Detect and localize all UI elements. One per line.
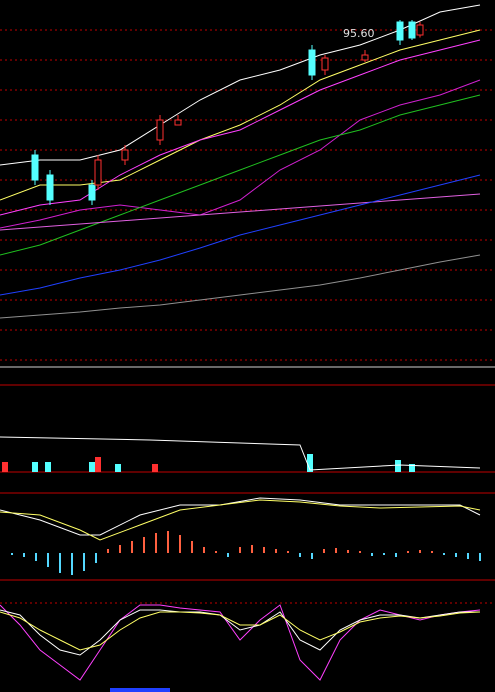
candle-body — [321, 57, 329, 71]
candle-body — [396, 21, 404, 41]
candle-body — [88, 184, 96, 201]
candle-body — [31, 154, 39, 181]
candle-body — [174, 119, 182, 126]
ma-line — [0, 39, 481, 216]
volume-bar — [395, 460, 401, 472]
candle-body — [308, 49, 316, 76]
candle-body — [361, 54, 369, 61]
candle-body — [416, 24, 424, 36]
price-annotation: 95.60 — [343, 27, 375, 40]
volume-line — [0, 436, 481, 471]
candle-body — [121, 149, 129, 161]
ma-line — [0, 193, 481, 231]
ma-line — [0, 254, 481, 319]
scrollbar — [110, 688, 170, 692]
macd-line — [0, 497, 481, 536]
volume-bar — [45, 462, 51, 472]
kdj-line — [0, 609, 480, 656]
candle-body — [156, 119, 164, 141]
volume-bar — [32, 462, 38, 472]
candle-body — [408, 21, 416, 39]
kdj-line — [0, 611, 481, 651]
volume-bar — [89, 462, 95, 472]
candle-body — [46, 174, 54, 201]
volume-bar — [115, 464, 121, 472]
macd-line — [0, 499, 481, 541]
candle-body — [94, 159, 102, 186]
volume-bar — [152, 464, 158, 472]
ma-line — [0, 94, 481, 256]
ma-line — [0, 4, 481, 166]
ma-line — [0, 79, 481, 229]
ma-line — [0, 29, 481, 201]
volume-bar — [95, 457, 101, 472]
ma-line — [0, 174, 481, 296]
volume-bar — [409, 464, 415, 472]
volume-bar — [2, 462, 8, 472]
volume-bar — [307, 454, 313, 472]
